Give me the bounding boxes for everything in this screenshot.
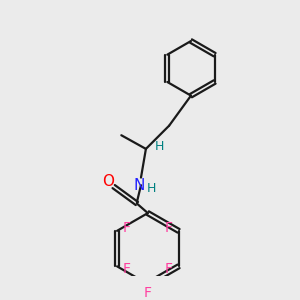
Text: O: O: [102, 174, 114, 189]
Text: N: N: [133, 178, 145, 193]
Text: H: H: [147, 182, 156, 196]
Text: F: F: [165, 221, 173, 235]
Text: H: H: [154, 140, 164, 153]
Text: F: F: [144, 286, 152, 300]
Text: F: F: [123, 262, 130, 276]
Text: F: F: [165, 262, 173, 276]
Text: F: F: [123, 221, 130, 235]
